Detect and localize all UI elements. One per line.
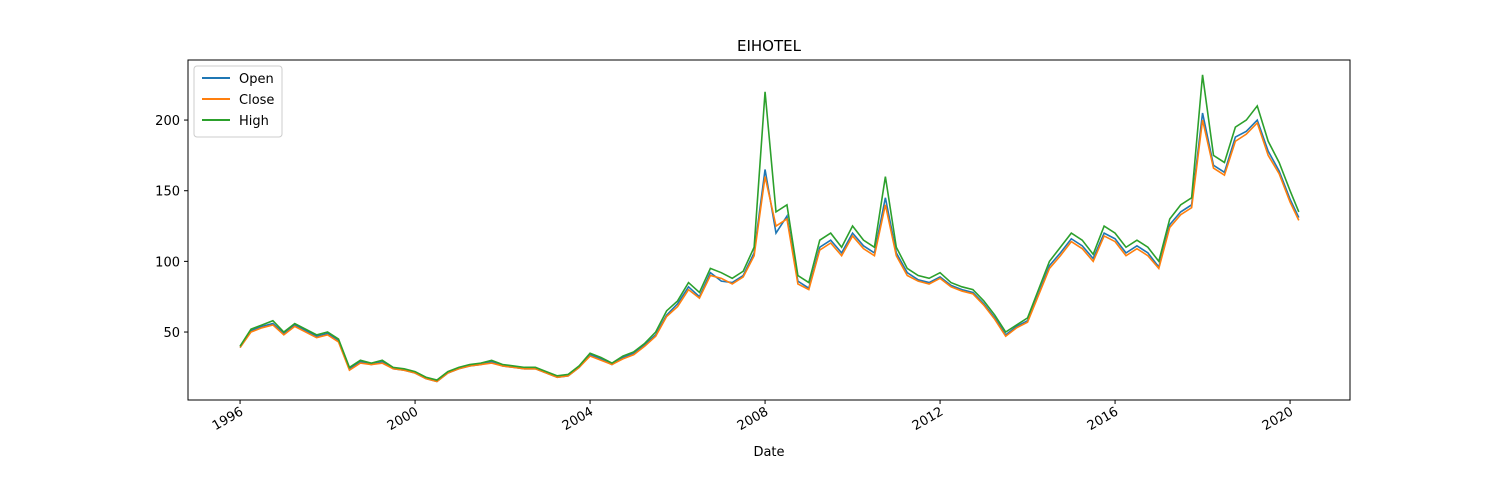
x-tick-label: 2008 [735, 404, 771, 434]
legend-label: Open [239, 72, 274, 87]
y-tick-label: 150 [155, 185, 180, 200]
x-tick-label: 2020 [1260, 404, 1296, 434]
legend-label: High [239, 114, 269, 129]
y-tick-label: 100 [155, 255, 180, 270]
x-tick-label: 2012 [910, 404, 946, 434]
y-tick-label: 50 [163, 326, 180, 341]
x-tick-label: 2000 [385, 404, 421, 434]
axes-frame [187, 59, 1351, 401]
legend-label: Close [239, 93, 274, 108]
series-line [239, 74, 1300, 381]
y-tick-label: 200 [155, 114, 180, 129]
x-axis-label: Date [753, 445, 784, 460]
series-line [239, 112, 1300, 383]
x-tick-label: 2004 [560, 404, 596, 434]
x-tick-label: 2016 [1085, 404, 1121, 434]
x-tick-label: 1996 [210, 404, 246, 434]
chart-title: EIHOTEL [737, 37, 802, 55]
series-line [239, 119, 1300, 383]
